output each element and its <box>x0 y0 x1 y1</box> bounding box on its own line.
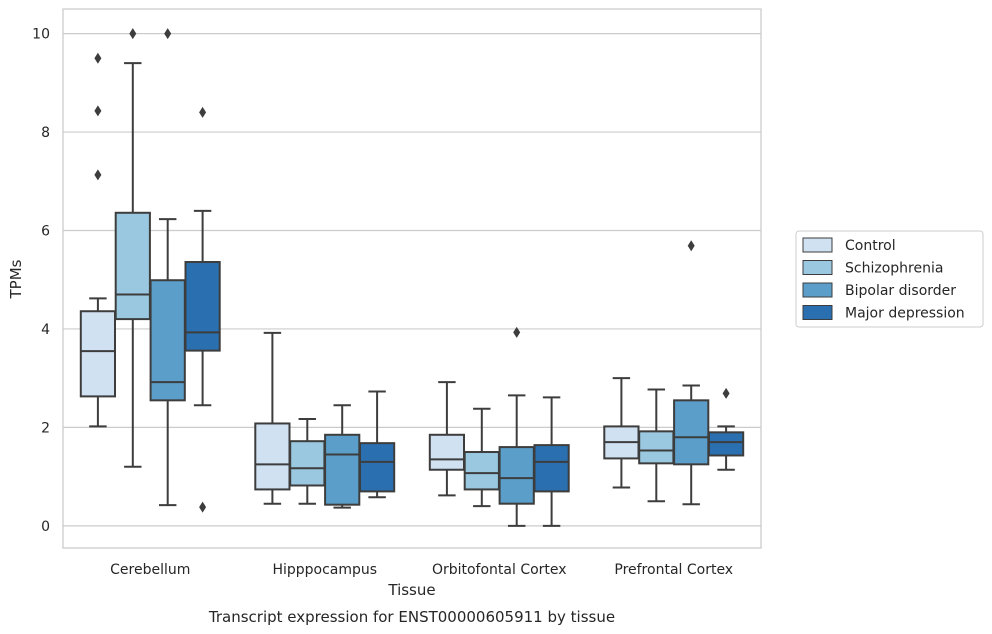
legend-frame <box>795 230 984 328</box>
box-iqr <box>149 279 186 402</box>
y-axis-ticks: 0 2 4 6 8 10 <box>32 27 50 535</box>
box-iqr <box>358 442 396 493</box>
box-iqr <box>254 422 291 491</box>
outlier-point <box>687 240 695 252</box>
y-axis-title: TPMs <box>7 259 25 299</box>
legend-swatch <box>802 260 833 275</box>
box-bipolar-disorder <box>149 28 186 507</box>
legend-label: Control <box>845 238 896 254</box>
x-axis-title: Tissue <box>387 581 435 599</box>
chart-caption: Transcript expression for ENST0000060591… <box>208 608 615 626</box>
legend-swatch <box>802 237 833 253</box>
box-schizophrenia <box>289 418 326 505</box>
box-control <box>428 381 466 497</box>
box-iqr <box>184 261 221 352</box>
box-iqr <box>114 211 151 321</box>
legend-label: Bipolar disorder <box>845 283 956 299</box>
outlier-point <box>94 169 102 181</box>
outlier-point <box>199 501 207 513</box>
box-control <box>79 52 117 428</box>
legend-label: Major depression <box>845 306 965 322</box>
box-bipolar-disorder <box>324 404 361 509</box>
box-major-depression <box>707 387 745 471</box>
outlier-point <box>94 52 102 64</box>
plot-area-frame <box>62 8 762 549</box>
legend: Control Schizophrenia Bipolar disorder Majo… <box>795 230 984 328</box>
y-tick-label: 0 <box>41 519 50 535</box>
box-control <box>254 331 291 505</box>
box-iqr <box>289 440 326 487</box>
box-schizophrenia <box>463 407 500 508</box>
y-tick-label: 10 <box>32 27 50 43</box>
y-tick-label: 8 <box>41 125 50 141</box>
boxes <box>79 28 745 527</box>
box-bipolar-disorder <box>673 240 710 506</box>
box-schizophrenia <box>638 388 675 503</box>
outlier-point <box>129 28 137 40</box>
box-major-depression <box>358 390 396 499</box>
box-iqr <box>498 446 535 505</box>
x-axis-ticks: Cerebellum Hipppocampus Orbitofontal Corte… <box>110 562 733 578</box>
legend-swatch <box>802 305 833 320</box>
box-iqr <box>707 431 745 457</box>
box-iqr <box>463 451 500 491</box>
box-iqr <box>533 444 570 493</box>
x-tick-label: Hipppocampus <box>272 562 377 578</box>
legend-label: Schizophrenia <box>845 261 943 277</box>
y-tick-label: 2 <box>41 420 50 436</box>
box-iqr <box>79 310 117 398</box>
box-iqr <box>673 399 710 466</box>
legend-swatch <box>802 282 833 298</box>
outlier-point <box>94 105 102 117</box>
x-tick-label: Orbitofontal Cortex <box>432 562 567 578</box>
x-tick-label: Cerebellum <box>110 562 190 578</box>
y-tick-label: 4 <box>41 322 50 338</box>
outlier-point <box>722 387 730 399</box>
outlier-point <box>199 106 207 118</box>
box-iqr <box>638 430 675 465</box>
box-iqr <box>324 433 361 506</box>
x-tick-label: Prefrontal Cortex <box>614 562 733 578</box>
outlier-point <box>164 28 172 40</box>
box-major-depression <box>184 106 221 513</box>
box-iqr <box>428 433 466 471</box>
outlier-point <box>513 326 521 338</box>
box-bipolar-disorder <box>498 326 535 527</box>
box-major-depression <box>533 396 570 527</box>
box-control <box>603 377 640 489</box>
y-tick-label: 6 <box>41 224 50 240</box>
box-schizophrenia <box>114 28 151 468</box>
